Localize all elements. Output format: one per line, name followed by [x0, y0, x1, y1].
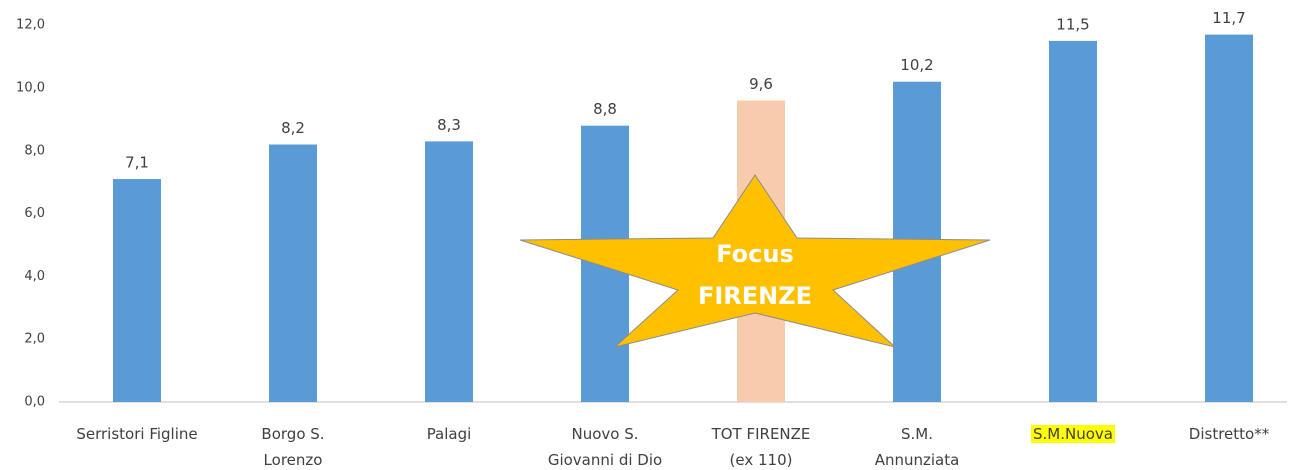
y-tick-label: 12,0 — [16, 18, 45, 33]
x-tick-label: S.M.Nuova — [995, 421, 1151, 447]
bar — [113, 179, 161, 402]
x-tick-text: Distretto** — [1188, 425, 1270, 443]
x-tick-label: Palagi — [371, 421, 527, 447]
bar — [425, 141, 473, 402]
x-tick-label: TOT FIRENZE (ex 110) — [683, 421, 839, 470]
x-tick-text: Borgo S. Lorenzo — [261, 425, 325, 469]
bar — [1049, 40, 1097, 403]
value-label: 8,8 — [593, 100, 617, 118]
value-label: 9,6 — [749, 75, 773, 93]
y-tick-label: 10,0 — [16, 81, 45, 96]
x-tick-label: S.M. Annunziata — [839, 421, 995, 470]
star-shape — [519, 174, 991, 348]
value-label: 11,7 — [1212, 9, 1245, 27]
x-tick-text: Serristori Figline — [76, 425, 198, 443]
value-label: 8,3 — [437, 116, 461, 134]
annotation: FIRENZE — [698, 282, 812, 310]
x-tick-text: S.M.Nuova — [1031, 425, 1115, 443]
bar — [269, 144, 317, 402]
x-tick-text: S.M. Annunziata — [874, 425, 960, 469]
value-label: 10,2 — [900, 56, 933, 74]
x-tick-label: Nuovo S. Giovanni di Dio — [527, 421, 683, 470]
annotation: Focus — [716, 240, 794, 268]
value-label: 8,2 — [281, 119, 305, 137]
x-tick-text: TOT FIRENZE (ex 110) — [711, 425, 811, 469]
value-label: 7,1 — [125, 154, 149, 172]
x-tick-text: Nuovo S. Giovanni di Dio — [547, 425, 663, 469]
x-tick-label: Borgo S. Lorenzo — [215, 421, 371, 470]
y-tick-label: 4,0 — [24, 269, 45, 284]
y-tick-label: 8,0 — [24, 143, 45, 158]
y-tick-label: 6,0 — [24, 206, 45, 221]
y-tick-label: 2,0 — [24, 332, 45, 347]
x-tick-text: Palagi — [426, 425, 472, 443]
y-tick-label: 0,0 — [24, 395, 45, 410]
value-label: 11,5 — [1056, 15, 1089, 33]
x-tick-label: Distretto** — [1151, 421, 1293, 447]
x-tick-label: Serristori Figline — [59, 421, 215, 447]
bar — [1205, 34, 1253, 403]
